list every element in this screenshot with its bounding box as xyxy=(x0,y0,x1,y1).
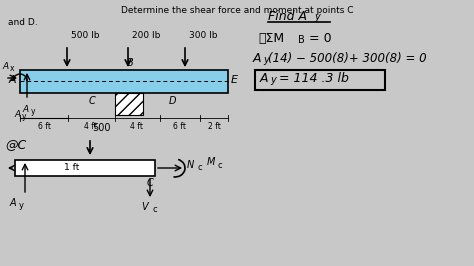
Text: y: y xyxy=(31,107,36,116)
Text: Determine the shear force and moment at points C: Determine the shear force and moment at … xyxy=(121,6,353,15)
Text: = 114 .3 lb: = 114 .3 lb xyxy=(275,72,349,85)
Text: and D.: and D. xyxy=(8,18,37,27)
Text: y: y xyxy=(22,112,27,121)
Text: M: M xyxy=(207,157,215,167)
Text: V: V xyxy=(142,202,148,212)
Text: 4 ft: 4 ft xyxy=(84,122,98,131)
Text: A: A xyxy=(253,52,262,65)
Text: A: A xyxy=(14,110,20,119)
Text: 300 lb: 300 lb xyxy=(189,31,218,40)
Text: y: y xyxy=(263,55,269,65)
Bar xyxy=(255,70,385,90)
Text: A: A xyxy=(22,105,28,114)
Text: ⒶΣM: ⒶΣM xyxy=(258,32,284,45)
Text: c: c xyxy=(218,160,223,169)
Text: 2 ft: 2 ft xyxy=(208,122,220,131)
Text: Find A: Find A xyxy=(268,10,307,23)
Text: = 0: = 0 xyxy=(305,32,332,45)
Text: A: A xyxy=(9,75,16,85)
Text: A: A xyxy=(10,198,17,208)
Text: c: c xyxy=(198,164,202,172)
Text: C: C xyxy=(89,96,95,106)
Text: y: y xyxy=(270,75,276,85)
Text: x: x xyxy=(10,64,15,73)
Bar xyxy=(115,93,143,115)
Text: A: A xyxy=(260,72,268,85)
Text: 500 lb: 500 lb xyxy=(71,31,100,40)
Text: (14) − 500(8)+ 300(8) = 0: (14) − 500(8)+ 300(8) = 0 xyxy=(268,52,427,65)
Bar xyxy=(20,70,228,93)
Text: c: c xyxy=(153,205,158,214)
Text: N: N xyxy=(187,160,194,170)
Bar xyxy=(15,160,155,176)
Text: A: A xyxy=(2,62,8,71)
Text: 6 ft: 6 ft xyxy=(37,122,51,131)
Text: 6 ft: 6 ft xyxy=(173,122,186,131)
Text: 1 ft: 1 ft xyxy=(64,163,80,172)
Text: @C: @C xyxy=(5,138,26,151)
Text: E: E xyxy=(231,75,238,85)
Text: y: y xyxy=(19,201,24,210)
Text: y: y xyxy=(314,12,320,22)
Text: C: C xyxy=(146,178,154,188)
Text: B: B xyxy=(127,58,133,68)
Text: 500: 500 xyxy=(92,123,110,133)
Text: 200 lb: 200 lb xyxy=(132,31,160,40)
Text: B: B xyxy=(298,35,305,45)
Text: 4 ft: 4 ft xyxy=(130,122,144,131)
Text: D: D xyxy=(168,96,176,106)
